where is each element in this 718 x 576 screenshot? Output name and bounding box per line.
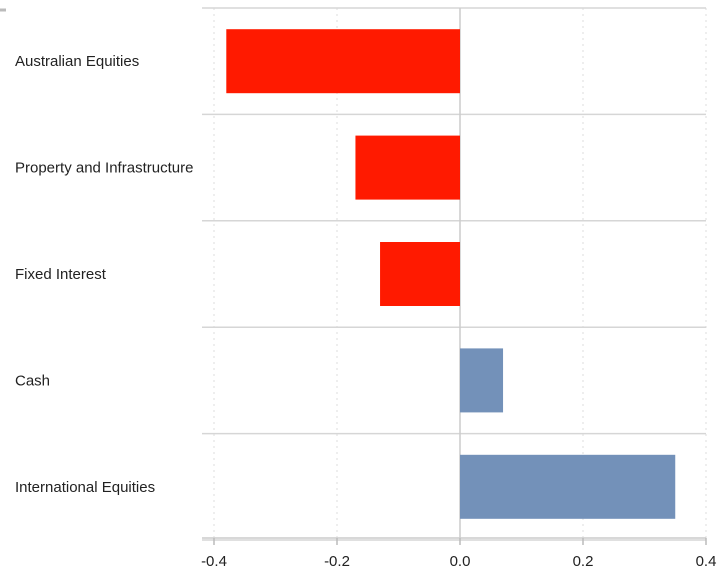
bar (226, 29, 460, 94)
x-tick-label: 0.4 (696, 553, 717, 570)
x-tick-label: -0.2 (324, 553, 350, 570)
category-label: Fixed Interest (15, 266, 107, 283)
category-labels: Australian Equities Property and Infrastr… (15, 53, 193, 496)
category-label: Property and Infrastructure (15, 160, 193, 177)
bar (355, 135, 460, 200)
category-label: International Equities (15, 479, 155, 496)
x-axis: -0.4 -0.2 0.0 0.2 0.4 (201, 537, 717, 570)
category-label: Australian Equities (15, 53, 139, 70)
bar (380, 242, 460, 306)
x-tick-label: 0.0 (450, 553, 471, 570)
bars (226, 29, 676, 519)
bar (460, 454, 676, 519)
x-tick-label: -0.4 (201, 553, 227, 570)
x-tick-label: 0.2 (573, 553, 594, 570)
bar (460, 348, 504, 413)
category-label: Cash (15, 372, 50, 389)
grid (0, 7, 707, 541)
